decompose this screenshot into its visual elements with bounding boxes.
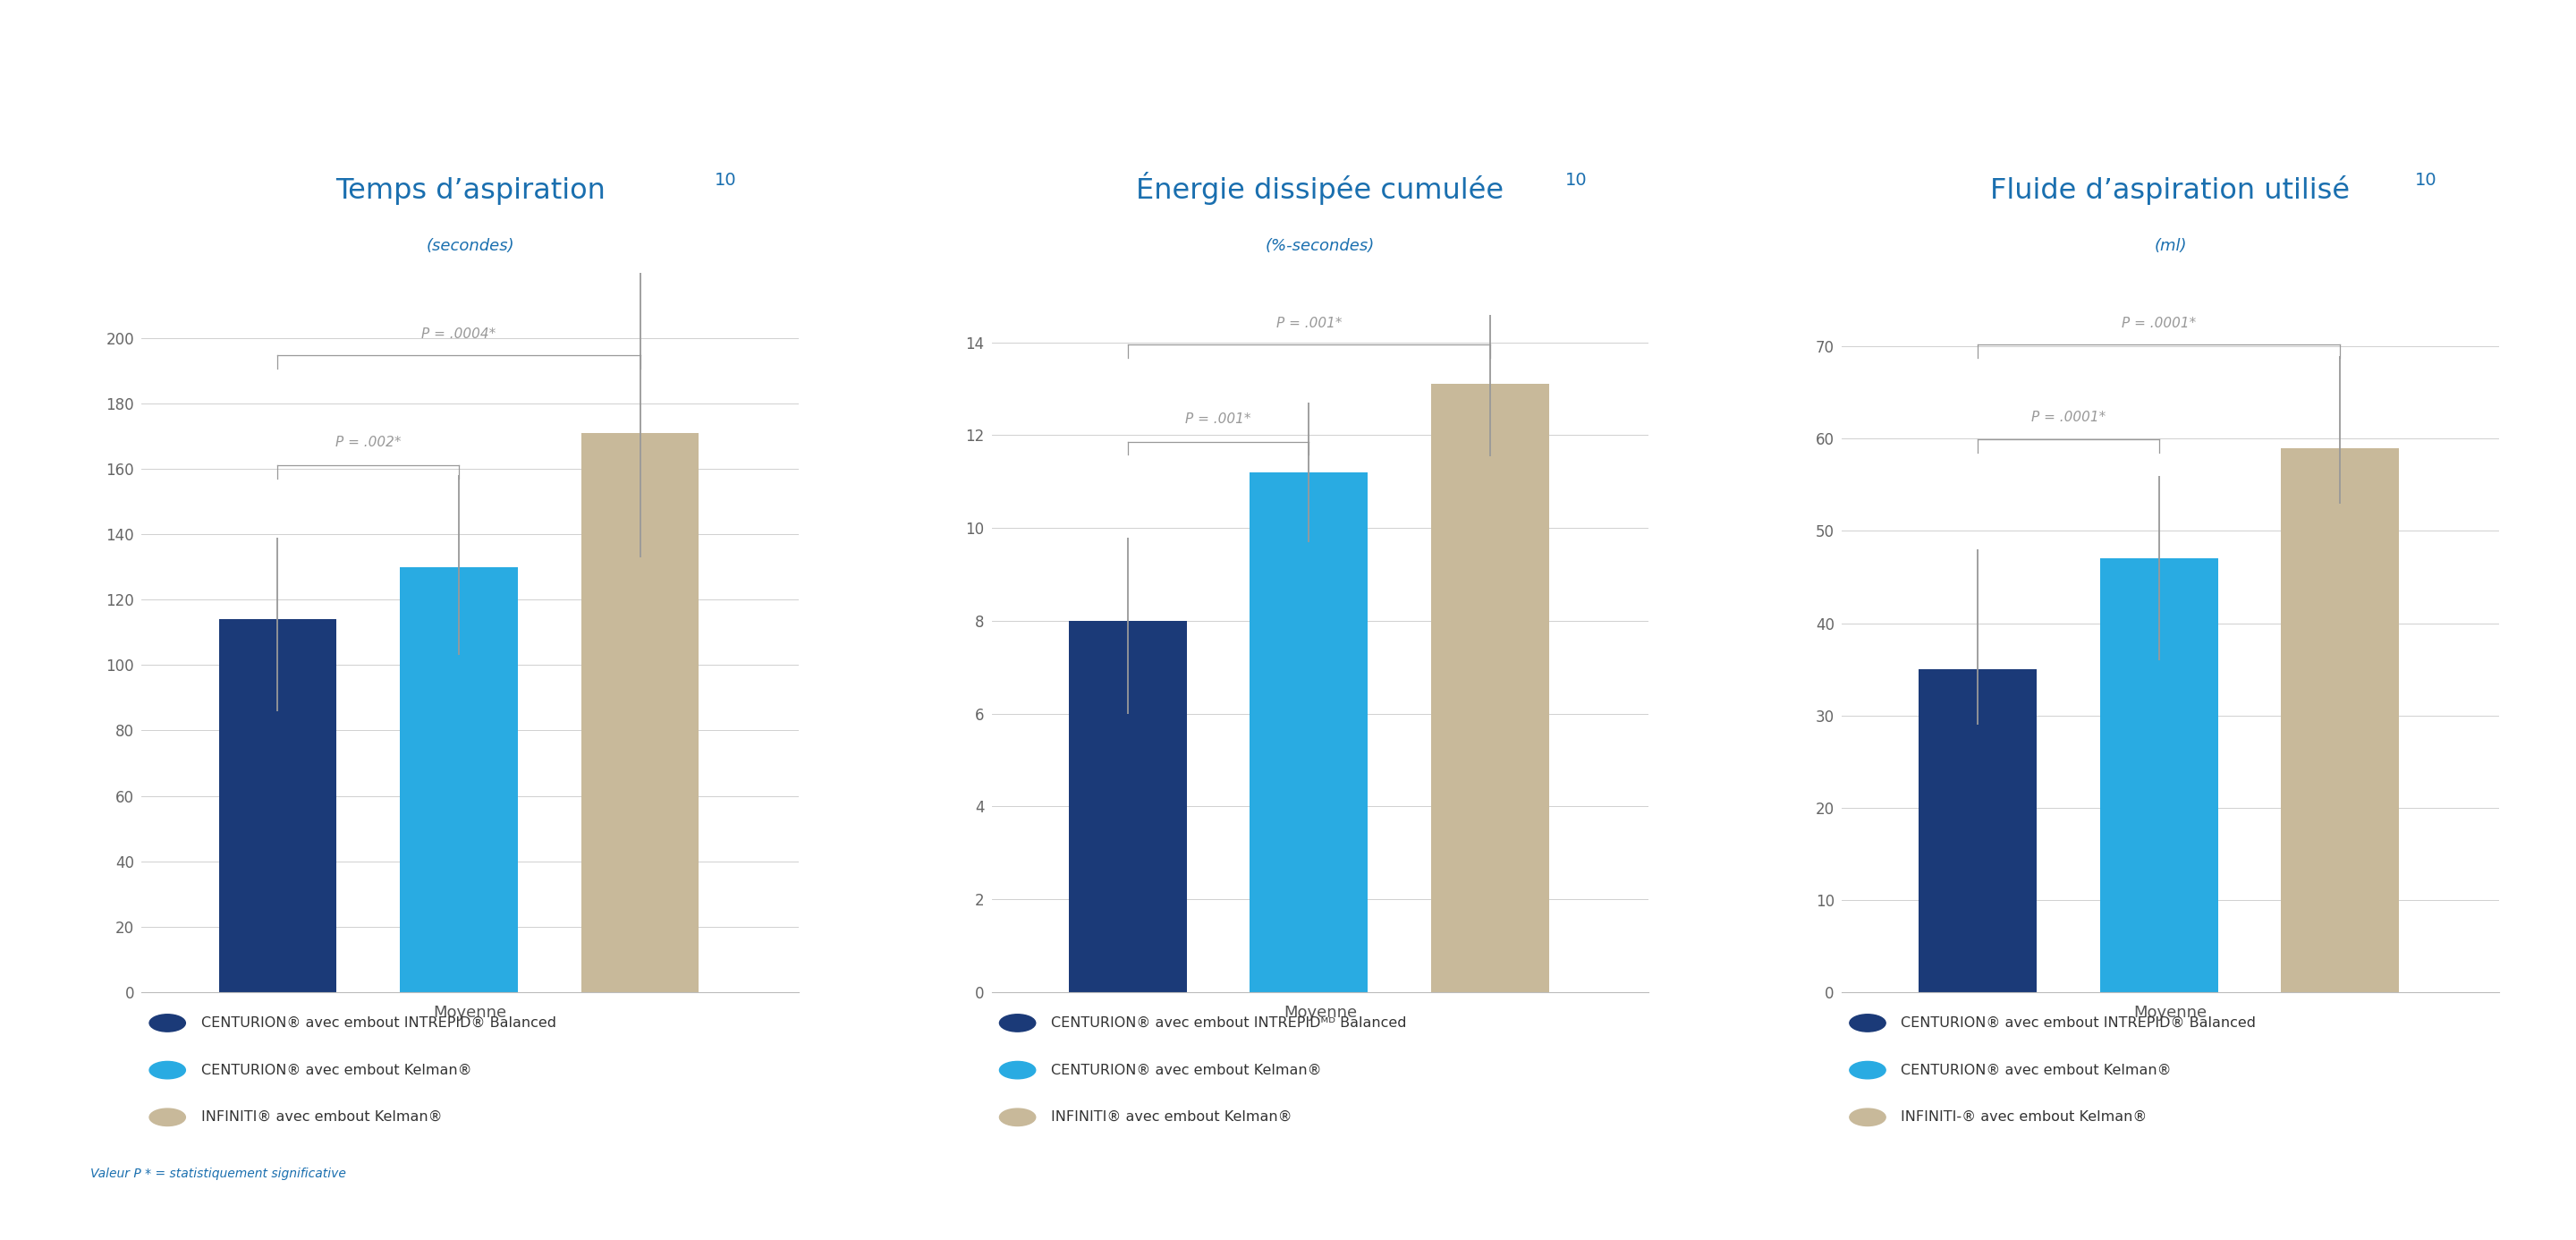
Text: (%-secondes): (%-secondes) xyxy=(1265,238,1376,254)
Bar xyxy=(2282,448,2398,992)
Text: 10: 10 xyxy=(714,171,737,188)
Text: (ml): (ml) xyxy=(2154,238,2187,254)
Bar xyxy=(582,433,698,992)
Text: CENTURION® avec embout Kelman®: CENTURION® avec embout Kelman® xyxy=(201,1064,471,1076)
Bar xyxy=(1432,384,1548,992)
Text: P = .001*: P = .001* xyxy=(1275,317,1342,330)
Text: CENTURION® avec embout Kelman®: CENTURION® avec embout Kelman® xyxy=(1051,1064,1321,1076)
Text: P = .0001*: P = .0001* xyxy=(2030,410,2105,424)
Text: INFINITI® avec embout Kelman®: INFINITI® avec embout Kelman® xyxy=(201,1111,443,1123)
Text: P = .0004*: P = .0004* xyxy=(422,327,497,341)
Bar xyxy=(2099,559,2218,992)
Text: CENTURION® avec embout INTREPID® Balanced: CENTURION® avec embout INTREPID® Balance… xyxy=(201,1017,556,1029)
Bar xyxy=(219,619,337,992)
Text: P = .0001*: P = .0001* xyxy=(2123,317,2197,330)
Text: Valeur P * = statistiquement significative: Valeur P * = statistiquement significati… xyxy=(90,1168,345,1180)
Text: (secondes): (secondes) xyxy=(425,238,515,254)
Text: 10: 10 xyxy=(2416,171,2437,188)
Text: Temps d’aspiration: Temps d’aspiration xyxy=(335,177,605,205)
Bar xyxy=(1069,621,1188,992)
Text: CENTURION® avec embout Kelman®: CENTURION® avec embout Kelman® xyxy=(1901,1064,2172,1076)
Text: CENTURION® avec embout INTREPIDᴹᴰ Balanced: CENTURION® avec embout INTREPIDᴹᴰ Balanc… xyxy=(1051,1017,1406,1029)
Text: 10: 10 xyxy=(1566,171,1587,188)
Bar xyxy=(1919,670,2038,992)
Bar xyxy=(1249,472,1368,992)
X-axis label: Moyenne: Moyenne xyxy=(2133,1004,2208,1021)
X-axis label: Moyenne: Moyenne xyxy=(433,1004,507,1021)
Bar xyxy=(399,567,518,992)
Text: Fluide d’aspiration utilisé: Fluide d’aspiration utilisé xyxy=(1991,175,2349,205)
Text: INFINITI-® avec embout Kelman®: INFINITI-® avec embout Kelman® xyxy=(1901,1111,2148,1123)
Text: CENTURION® avec embout INTREPID® Balanced: CENTURION® avec embout INTREPID® Balance… xyxy=(1901,1017,2257,1029)
Text: INFINITI® avec embout Kelman®: INFINITI® avec embout Kelman® xyxy=(1051,1111,1293,1123)
Text: Énergie dissipée cumulée: Énergie dissipée cumulée xyxy=(1136,171,1504,205)
Text: P = .001*: P = .001* xyxy=(1185,413,1252,427)
Text: P = .002*: P = .002* xyxy=(335,435,402,449)
X-axis label: Moyenne: Moyenne xyxy=(1283,1004,1358,1021)
